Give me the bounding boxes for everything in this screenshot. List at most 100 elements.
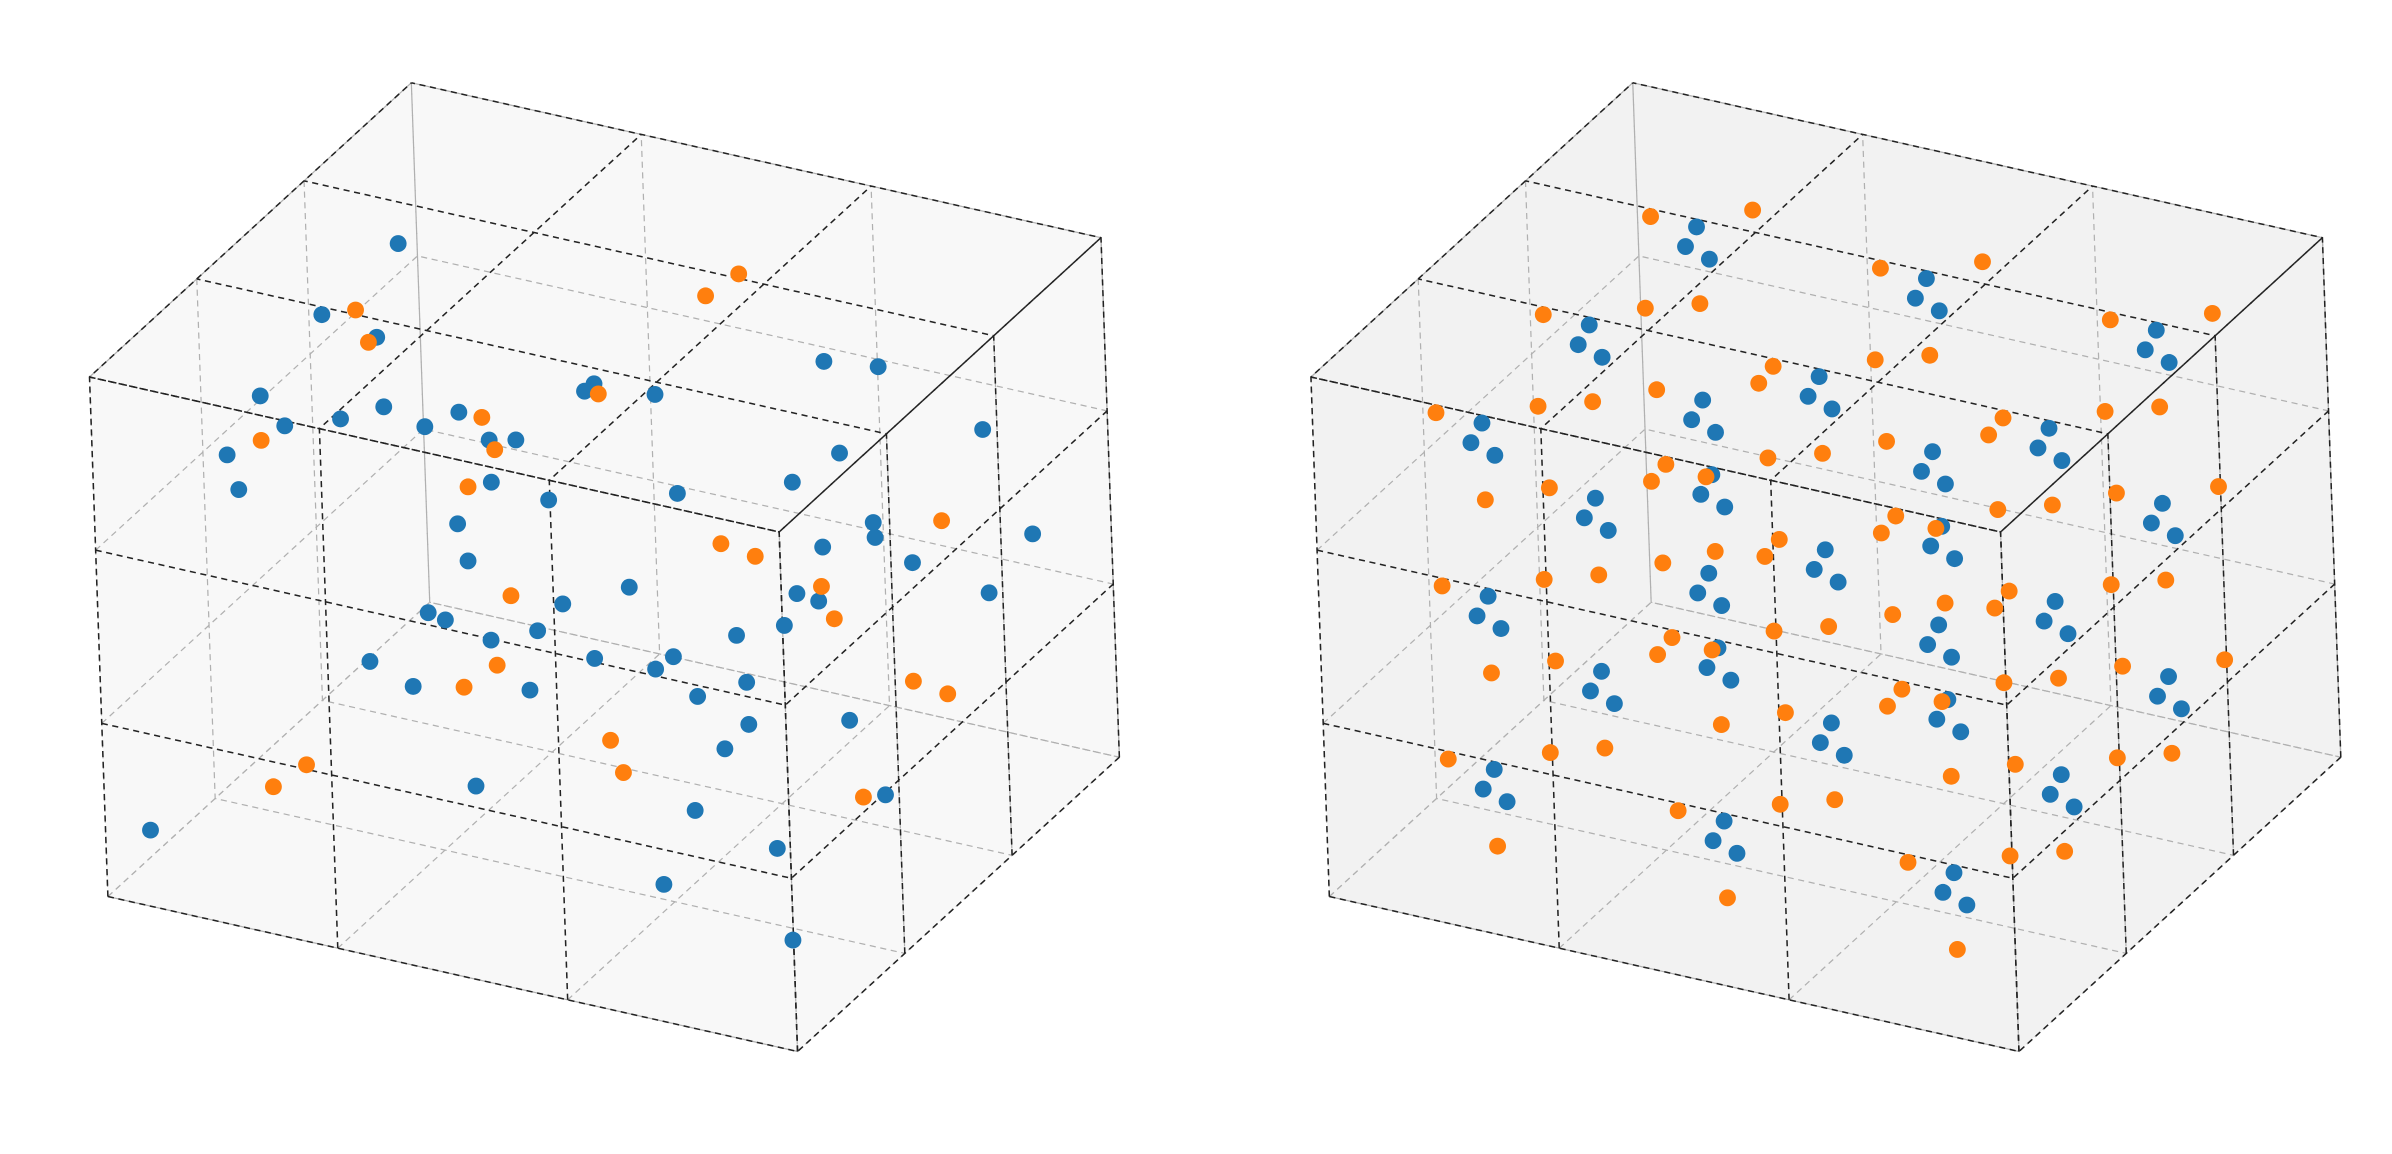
point	[2108, 749, 2126, 767]
point	[488, 656, 506, 674]
point	[1694, 391, 1712, 409]
point	[1866, 351, 1884, 369]
point	[712, 535, 730, 553]
point	[1485, 760, 1503, 778]
point	[2142, 514, 2160, 532]
panel	[88, 82, 1121, 1053]
point	[2065, 798, 2083, 816]
point	[2046, 593, 2064, 610]
point	[814, 538, 832, 556]
point	[1913, 462, 1930, 480]
point	[1569, 336, 1587, 354]
grid-line	[1316, 255, 2329, 551]
point	[1917, 270, 1935, 287]
point	[2006, 755, 2024, 773]
point	[482, 631, 500, 649]
point	[1805, 561, 1823, 578]
point	[298, 756, 315, 774]
grid-line	[303, 180, 1013, 857]
point	[1706, 543, 1724, 560]
grid-line	[101, 428, 1114, 724]
point	[1483, 664, 1500, 682]
point	[1593, 348, 1611, 366]
point	[1716, 498, 1734, 516]
point	[1654, 554, 1672, 572]
point	[1462, 434, 1480, 452]
point	[1692, 485, 1710, 503]
point	[1663, 629, 1681, 646]
point	[1580, 316, 1598, 334]
point	[1756, 548, 1774, 565]
pane	[89, 82, 1120, 1052]
point	[904, 554, 921, 572]
point	[647, 660, 665, 678]
point	[1872, 259, 1889, 277]
point	[1930, 302, 1948, 320]
point	[1771, 795, 1789, 813]
point	[2000, 582, 2018, 600]
point	[1024, 525, 1042, 543]
point	[1927, 520, 1945, 537]
point	[389, 235, 407, 253]
point	[1744, 201, 1762, 219]
point	[1930, 616, 1948, 634]
grid-line	[95, 255, 1108, 551]
point	[502, 587, 520, 605]
point	[697, 287, 715, 305]
point	[1878, 432, 1895, 450]
point	[1636, 299, 1654, 317]
point	[1433, 577, 1451, 595]
point	[1906, 289, 1924, 307]
point	[1770, 531, 1788, 548]
point	[1759, 449, 1777, 467]
point	[939, 685, 957, 703]
point	[904, 672, 922, 690]
point	[1974, 253, 1991, 271]
point	[716, 740, 734, 758]
point	[540, 491, 558, 509]
point	[459, 478, 477, 496]
point	[486, 441, 504, 459]
point	[1707, 423, 1724, 441]
pane	[1310, 82, 2341, 1052]
point	[1486, 446, 1504, 464]
grid-line	[196, 278, 906, 955]
point	[1547, 652, 1564, 670]
point	[1722, 671, 1740, 689]
point	[1535, 571, 1553, 588]
point	[2160, 354, 2178, 371]
point	[1945, 864, 1963, 882]
point	[1529, 397, 1547, 415]
point	[507, 431, 525, 449]
point	[1764, 357, 1782, 375]
point	[1943, 648, 1960, 666]
point	[1887, 507, 1905, 525]
point	[589, 385, 607, 403]
point	[1688, 218, 1705, 236]
point	[529, 622, 547, 640]
point	[1489, 837, 1507, 855]
point	[783, 473, 801, 491]
point	[668, 484, 686, 502]
point	[933, 512, 951, 530]
point	[1989, 501, 2007, 518]
point	[1958, 896, 1976, 914]
point	[375, 398, 393, 416]
point	[2096, 403, 2114, 420]
point	[1948, 941, 1966, 958]
point	[813, 578, 830, 595]
point	[864, 514, 882, 531]
point	[1933, 693, 1951, 711]
point	[831, 444, 848, 462]
point	[664, 648, 682, 666]
point	[2151, 398, 2169, 416]
point	[404, 677, 422, 695]
point	[1439, 750, 1457, 768]
point	[2172, 700, 2190, 718]
point	[740, 715, 758, 733]
point	[1921, 346, 1939, 364]
point	[869, 358, 887, 376]
point	[1683, 411, 1701, 429]
point	[1922, 537, 1940, 555]
